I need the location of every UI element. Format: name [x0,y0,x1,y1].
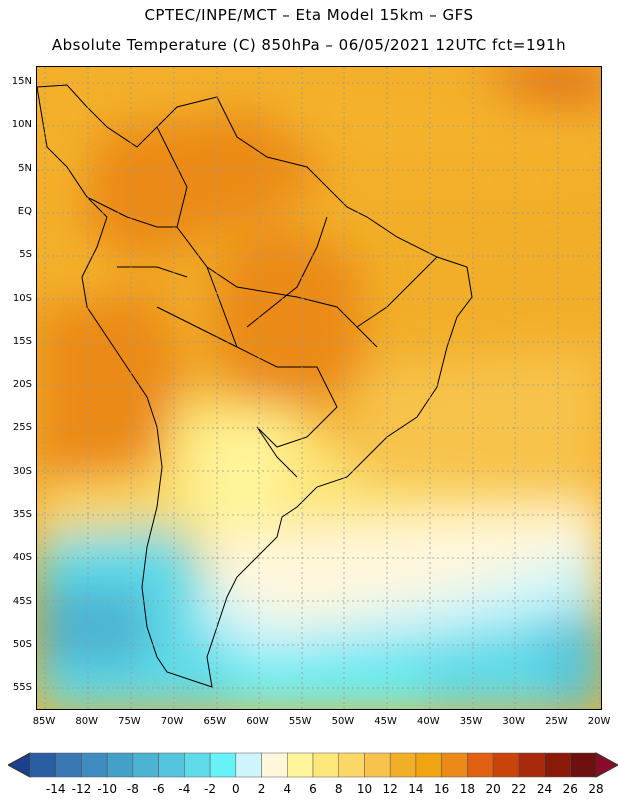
colorbar-label: -12 [71,782,92,796]
colorbar-label: 6 [309,782,317,796]
longitude-label: 20W [587,716,611,727]
latitude-label: 35S [12,509,32,520]
latitude-label: 5N [18,162,32,174]
latitude-label: 15N [11,76,32,87]
longitude-label: 30W [502,716,525,727]
colorbar-label: 10 [356,782,373,796]
colorbar-swatch [312,752,339,778]
colorbar-label: 2 [257,782,266,796]
longitude-label: 25W [545,716,568,727]
temperature-field [37,67,601,709]
colorbar-label: 26 [562,782,578,796]
latitude-label: 55S [12,682,32,694]
longitude-label: 35W [459,716,483,727]
colorbar-swatch [29,752,56,778]
colorbar-swatch [338,752,365,778]
colorbar-label: 14 [408,782,424,796]
longitude-label: 70W [160,716,184,727]
latitude-label: 40S [12,552,32,564]
temperature-map [36,66,602,710]
colorbar-swatch [389,752,417,778]
colorbar-label: 0 [231,782,240,796]
colorbar-swatch [415,752,442,778]
colorbar [8,752,618,778]
colorbar-swatch [570,752,597,778]
latitude-label: 10N [11,119,32,131]
colorbar-label: -10 [97,782,117,796]
longitude-label: 80W [75,716,98,727]
colorbar-left-arrow [8,752,31,778]
colorbar-swatch [441,752,468,778]
colorbar-right-arrow [595,752,618,778]
colorbar-label: -14 [45,782,66,796]
colorbar-label: -2 [204,782,217,796]
colorbar-swatch [132,752,159,778]
latitude-label: 20S [12,379,32,391]
colorbar-label: -4 [178,782,191,796]
colorbar-swatch [261,752,288,778]
colorbar-swatch [518,752,545,778]
colorbar-swatch [467,752,494,778]
longitude-label: 55W [288,716,312,727]
latitude-label: 45S [12,595,32,607]
longitude-label: 45W [374,716,397,727]
colorbar-label: 20 [485,782,501,796]
colorbar-label: 18 [459,782,475,796]
longitude-label: 60W [246,716,269,727]
colorbar-label: 16 [433,782,450,796]
colorbar-swatch [492,752,520,778]
colorbar-label: -8 [126,782,139,796]
title-line-2: Absolute Temperature (C) 850hPa – 06/05/… [51,36,567,54]
colorbar-swatch [81,752,108,778]
colorbar-swatch [184,752,211,778]
latitude-label: 50S [12,638,32,650]
colorbar-swatch [235,752,262,778]
colorbar-swatch [364,752,391,778]
longitude-label: 50W [331,716,355,727]
longitude-label: 40W [416,716,440,727]
colorbar-label: 12 [382,782,398,796]
map-canvas [37,67,601,709]
colorbar-label: 8 [334,782,343,796]
title-line-1: CPTEC/INPE/MCT – Eta Model 15km – GFS [144,6,474,24]
colorbar-label: 22 [511,782,527,796]
longitude-label: 85W [32,716,56,727]
latitude-label: 15S [12,335,32,347]
coastline [37,84,473,688]
colorbar-label: 4 [283,782,292,796]
longitude-label: 65W [203,716,227,727]
colorbar-swatch [287,752,314,778]
colorbar-swatch [158,752,185,778]
colorbar-swatch [544,752,571,778]
latitude-label: 5S [19,249,32,261]
latitude-label: 10S [12,292,32,304]
colorbar-label: 24 [536,782,553,796]
lat-lon-grid [37,67,601,709]
colorbar-label: 28 [588,782,604,796]
latitude-label: 30S [12,465,32,477]
colorbar-swatch [106,752,134,778]
colorbar-swatch [209,752,237,778]
latitude-label: 25S [12,422,32,434]
longitude-label: 75W [118,716,141,727]
latitude-label: EQ [17,205,32,217]
colorbar-label: -6 [152,782,165,796]
colorbar-swatch [55,752,82,778]
